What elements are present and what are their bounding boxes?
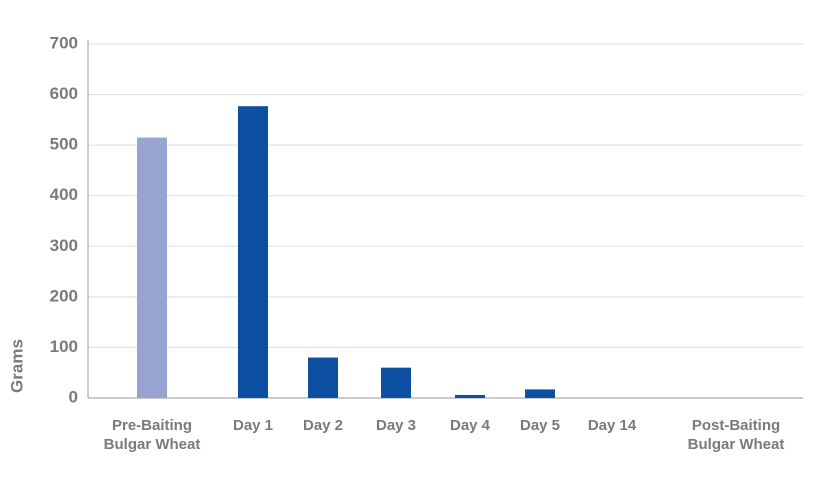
x-tick-label: Day 1 <box>232 417 274 434</box>
bar <box>455 394 485 398</box>
bar <box>381 367 411 398</box>
x-tick-label: Day 4 <box>449 417 491 434</box>
x-tick-label: Post-Baiting Bulgar Wheat <box>687 417 785 453</box>
y-tick-label: 0 <box>69 387 78 406</box>
bar <box>238 106 268 399</box>
y-tick-label: 300 <box>50 236 78 255</box>
y-tick-label: 600 <box>50 84 78 103</box>
y-tick-label: 500 <box>50 135 78 154</box>
bar <box>525 389 555 398</box>
bar <box>308 357 338 398</box>
y-tick-label: 700 <box>50 33 78 52</box>
x-tick-label: Day 2 <box>302 417 344 434</box>
y-tick-label: 400 <box>50 185 78 204</box>
y-tick-label: 100 <box>50 337 78 356</box>
x-tick-label: Day 3 <box>375 417 417 434</box>
x-tick-label: Pre-Baiting Bulgar Wheat <box>103 417 201 453</box>
x-tick-label: Day 14 <box>587 417 637 434</box>
y-axis-label: Grams <box>7 339 26 393</box>
x-tick-label: Day 5 <box>519 417 561 434</box>
y-tick-label: 200 <box>50 286 78 305</box>
bar <box>137 137 167 399</box>
